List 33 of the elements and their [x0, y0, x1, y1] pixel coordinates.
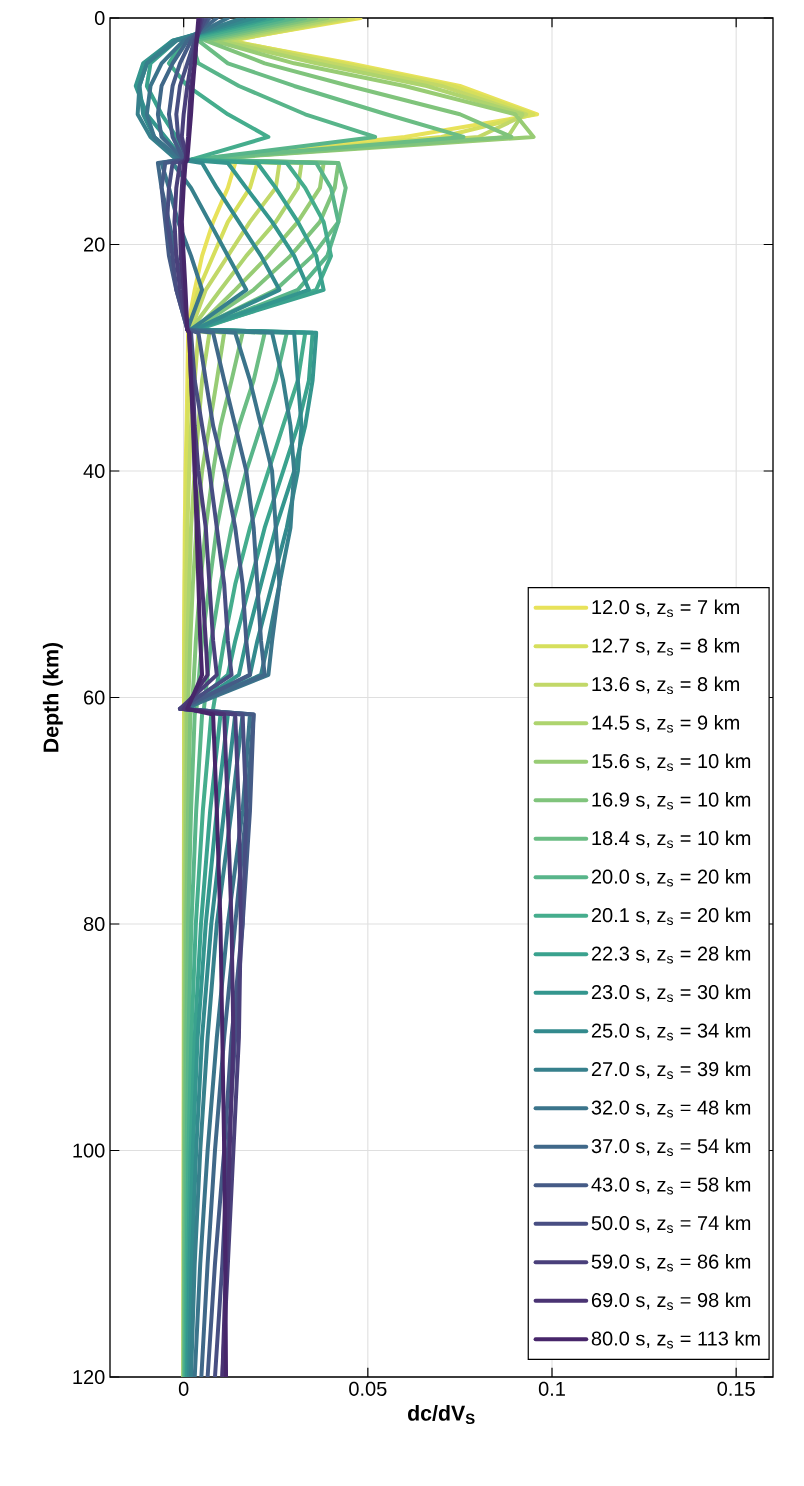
y-tick-label: 100 [73, 1143, 105, 1158]
legend-label: 50.0 s, z$_{s}$ = 74 km [591, 1215, 751, 1233]
y-tick-label: 0 [94, 10, 105, 26]
legend-label: 32.0 s, z$_{s}$ = 48 km [591, 1099, 751, 1118]
legend-label: 20.1 s, z$_{s}$ = 20 km [591, 907, 751, 926]
legend-label: 13.6 s, z$_{s}$ = 8 km [592, 676, 739, 695]
legend-label: 25.0 s, z$_{s}$ = 34 km [591, 1023, 751, 1041]
legend-label: 43.0 s, z$_{s}$ = 58 km [591, 1176, 751, 1195]
x-tick-label: 0 [178, 1381, 189, 1396]
x-tick-label: 0.1 [538, 1381, 565, 1396]
y-tick-label: 20 [84, 237, 105, 252]
y-axis-title: Depth (km) [42, 642, 63, 752]
y-tick-label: 40 [83, 463, 105, 479]
legend-label: 20.0 s, z$_{s}$ = 20 km [591, 869, 751, 887]
x-tick-label: 0.15 [717, 1381, 755, 1396]
legend-label: 69.0 s, z$_{s}$ = 98 km [591, 1292, 751, 1310]
legend-label: 23.0 s, z$_{s}$ = 30 km [591, 984, 751, 1003]
x-tick-label: 0.05 [349, 1381, 387, 1396]
legend-label: 18.4 s, z$_{s}$ = 10 km [592, 830, 751, 849]
legend-label: 22.3 s, z$_{s}$ = 28 km [591, 946, 751, 964]
y-tick-label: 80 [83, 916, 105, 932]
legend-label: 14.5 s, z$_{s}$ = 9 km [592, 715, 739, 733]
legend-label: 37.0 s, z$_{s}$ = 54 km [591, 1138, 751, 1156]
legend-label: 16.9 s, z$_{s}$ = 10 km [592, 792, 751, 810]
y-tick-label: 60 [84, 690, 105, 705]
legend-label: 59.0 s, z$_{s}$ = 86 km [591, 1253, 751, 1272]
legend-label: 12.0 s, z$_{s}$ = 7 km [592, 599, 739, 618]
y-tick-label: 120 [73, 1369, 105, 1385]
legend-label: 80.0 s, z$_{s}$ = 113 km [591, 1330, 760, 1349]
x-axis-title: dc/dV$_{S}$ [408, 1405, 475, 1425]
legend-label: 15.6 s, z$_{s}$ = 10 km [592, 753, 751, 772]
legend-label: 27.0 s, z$_{s}$ = 39 km [591, 1061, 751, 1080]
legend-label: 12.7 s, z$_{s}$ = 8 km [592, 638, 739, 656]
